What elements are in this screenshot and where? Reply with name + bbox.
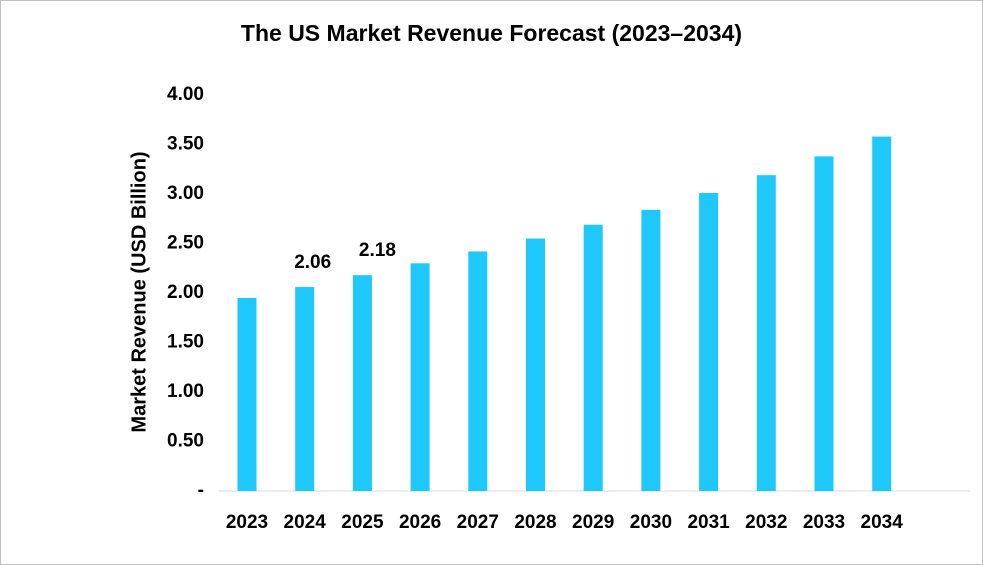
x-tick-label: 2026 [399, 512, 441, 533]
x-tick-label: 2029 [572, 512, 614, 533]
x-tick-label: 2030 [630, 512, 672, 533]
y-tick-label: 2.50 [167, 233, 204, 254]
bar-2034 [872, 136, 892, 491]
bar-2026 [410, 263, 430, 491]
data-label: 2.06 [294, 252, 331, 273]
bar-2030 [641, 209, 661, 491]
y-axis-label: Market Revenue (USD Billion) [128, 151, 150, 432]
y-tick-label: 3.00 [167, 183, 204, 204]
bar-2025 [352, 275, 372, 491]
x-tick-label: 2023 [226, 512, 268, 533]
y-tick-label: 1.50 [167, 332, 204, 353]
bar-2028 [526, 238, 545, 491]
bar-2027 [468, 251, 488, 491]
y-tick-label: - [198, 480, 204, 501]
data-label: 2.18 [359, 240, 396, 261]
x-tick-label: 2027 [457, 512, 499, 533]
bar-2029 [583, 224, 603, 491]
y-tick-label: 3.50 [167, 134, 204, 155]
y-tick-label: 0.50 [167, 431, 204, 452]
x-tick-label: 2031 [687, 512, 730, 533]
x-tick-label: 2032 [745, 512, 787, 533]
x-tick-label: 2025 [341, 512, 384, 533]
bar-2032 [756, 175, 776, 491]
y-tick-label: 4.00 [167, 84, 204, 105]
bar-2023 [237, 297, 257, 491]
bar-2031 [699, 193, 719, 491]
bar-2033 [814, 156, 834, 491]
x-tick-label: 2024 [284, 512, 327, 533]
x-tick-label: 2028 [514, 512, 556, 533]
x-tick-label: 2033 [803, 512, 845, 533]
bar-2024 [295, 287, 315, 491]
x-tick-label: 2034 [861, 512, 904, 533]
y-tick-label: 1.00 [167, 381, 204, 402]
chart-title: The US Market Revenue Forecast (2023–203… [240, 20, 743, 46]
y-tick-label: 2.00 [167, 282, 204, 303]
